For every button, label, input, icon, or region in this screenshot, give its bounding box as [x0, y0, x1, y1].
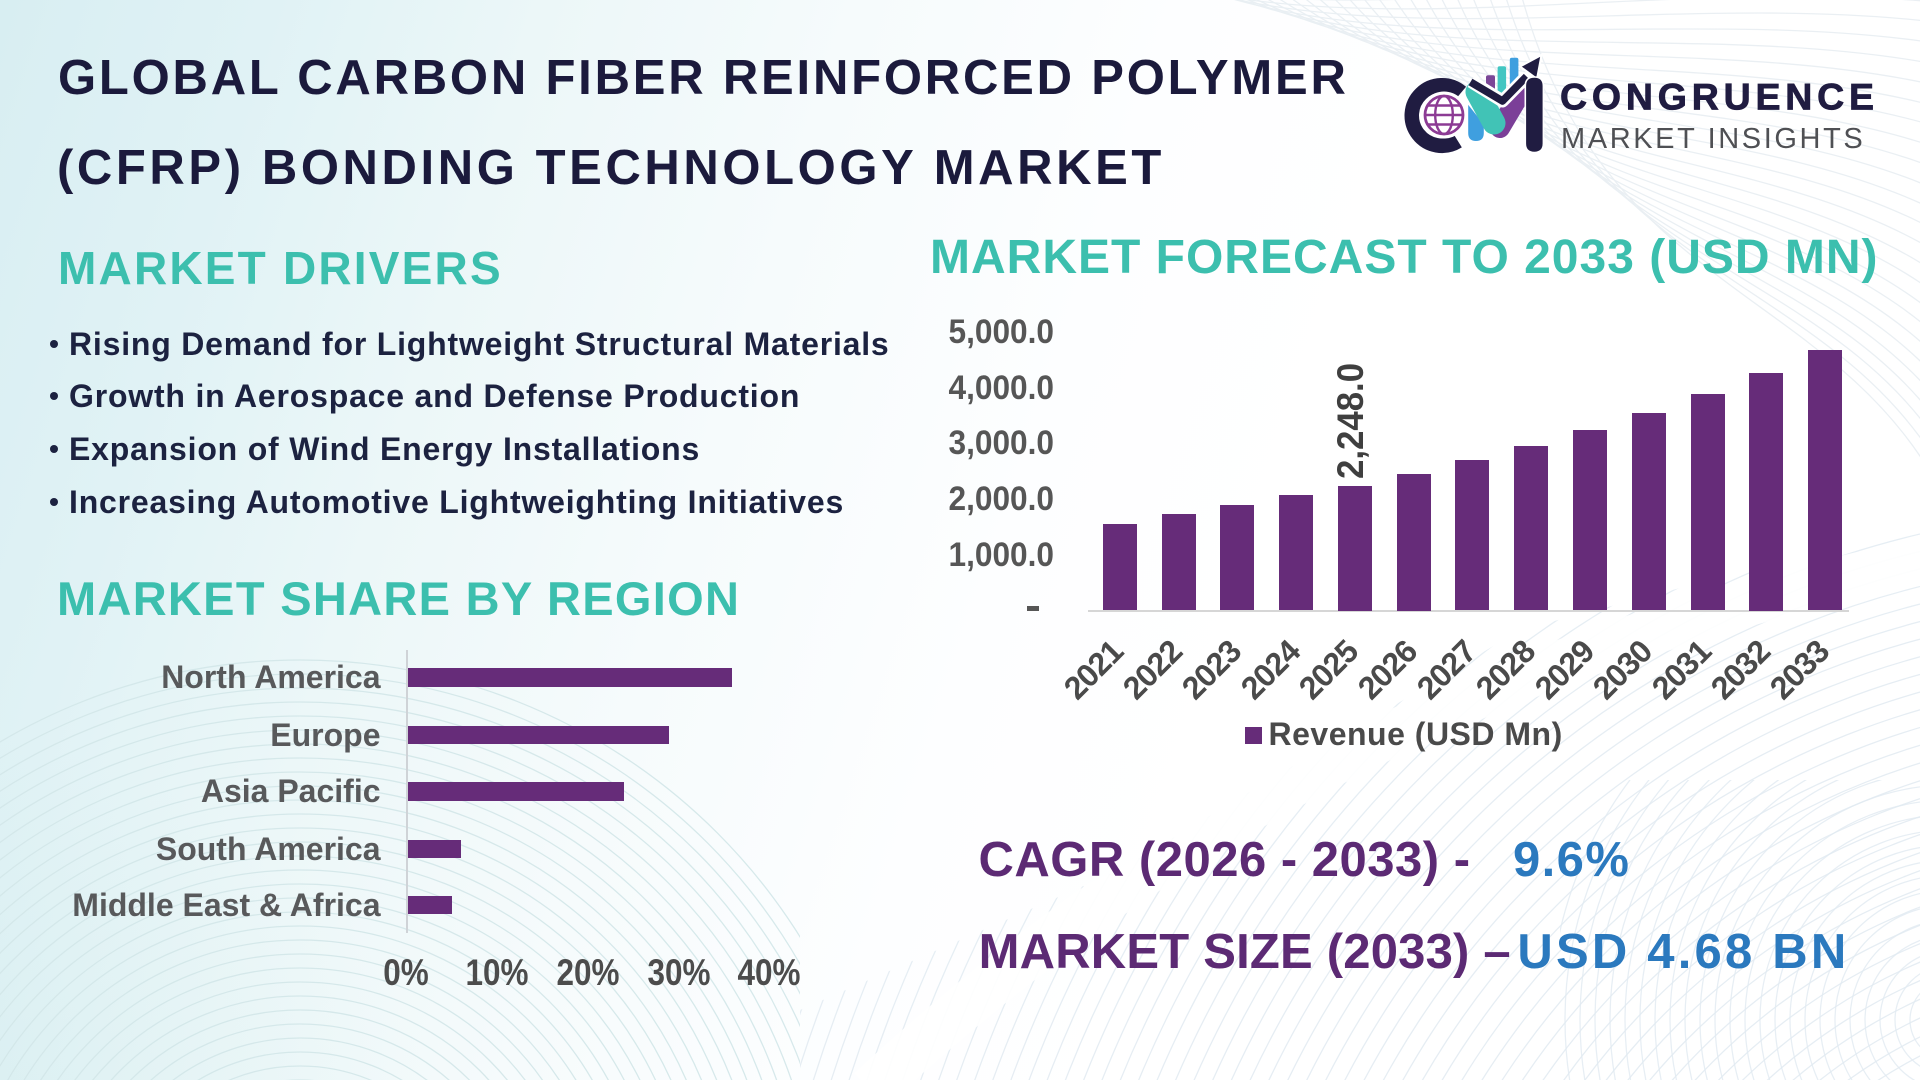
- svg-text:CONGRUENCE: CONGRUENCE: [1560, 75, 1879, 117]
- svg-text:MARKET INSIGHTS: MARKET INSIGHTS: [1561, 123, 1865, 155]
